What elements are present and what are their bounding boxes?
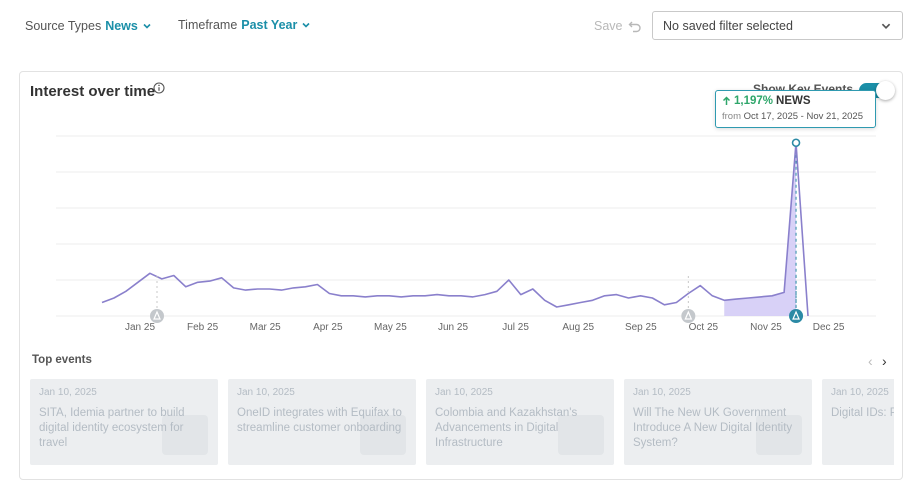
- x-tick-label: Dec 25: [813, 322, 845, 333]
- top-events-title: Top events: [32, 354, 92, 366]
- event-title: Will The New UK Government Introduce A N…: [633, 407, 793, 449]
- source-types-filter[interactable]: Source Types News: [25, 19, 152, 33]
- event-title: SITA, Idemia partner to build digital id…: [39, 407, 185, 449]
- peak-point: [791, 138, 801, 148]
- tooltip-change: 1,197%: [734, 95, 774, 107]
- series-line-news: [101, 142, 809, 317]
- event-title: Colombia and Kazakhstan's Advancements i…: [435, 407, 578, 449]
- event-title: OneID integrates with Equifax to streaml…: [237, 407, 402, 434]
- x-tick-label: Jun 25: [438, 322, 468, 333]
- timeframe-filter[interactable]: Timeframe Past Year: [178, 18, 311, 32]
- timeframe-label: Timeframe: [178, 18, 238, 32]
- source-types-value: News: [105, 19, 138, 33]
- chart-series: [101, 138, 809, 317]
- event-thumbnail: [558, 415, 604, 455]
- event-thumbnail: [360, 415, 406, 455]
- x-tick-label: May 25: [374, 322, 407, 333]
- event-date: Jan 10, 2025: [435, 387, 493, 398]
- alert-icon: [684, 310, 693, 320]
- top-events-carousel: Jan 10, 2025 SITA, Idemia partner to bui…: [30, 379, 894, 467]
- alert-icon: [153, 310, 161, 320]
- info-icon[interactable]: [153, 82, 165, 94]
- chevron-down-icon: [881, 23, 891, 29]
- x-tick-label: Nov 25: [750, 322, 782, 333]
- chevron-down-icon: [302, 22, 310, 28]
- x-tick-label: Oct 25: [689, 322, 719, 333]
- event-card[interactable]: Jan 10, 2025 OneID integrates with Equif…: [228, 379, 416, 465]
- event-card[interactable]: Jan 10, 2025 SITA, Idemia partner to bui…: [30, 379, 218, 465]
- undo-icon[interactable]: [627, 18, 643, 34]
- chart-tooltip: 1,197% NEWS from Oct 17, 2025 - Nov 21, …: [715, 90, 876, 128]
- chart-key-events: [150, 276, 804, 323]
- chart-x-ticks: Jan 25 Feb 25 Mar 25 Apr 25 May 25 Jun 25 Jul …: [125, 322, 845, 333]
- event-date: Jan 10, 2025: [39, 387, 97, 398]
- x-tick-label: Apr 25: [313, 322, 343, 333]
- arrow-up-icon: [722, 96, 731, 105]
- tooltip-range: Oct 17, 2025 - Nov 21, 2025: [743, 111, 863, 122]
- events-next-button[interactable]: ›: [882, 353, 887, 369]
- interest-over-time-card: Jan 25 Feb 25 Mar 25 Apr 25 May 25 Jun 25 Jul …: [19, 71, 903, 480]
- event-title: Digital IDs: Payments in: [831, 407, 894, 419]
- tooltip-source: NEWS: [776, 95, 811, 107]
- event-date: Jan 10, 2025: [237, 387, 295, 398]
- timeframe-value: Past Year: [241, 18, 298, 32]
- chart-gridlines: [56, 135, 876, 317]
- alert-icon: [792, 310, 800, 320]
- x-tick-label: Jan 25: [125, 322, 155, 333]
- event-card[interactable]: Jan 10, 2025 Digital IDs: Payments in: [822, 379, 894, 465]
- event-card[interactable]: Jan 10, 2025 Will The New UK Government …: [624, 379, 812, 465]
- interest-line-chart: Jan 25 Feb 25 Mar 25 Apr 25 May 25 Jun 25 Jul …: [56, 135, 876, 333]
- event-thumbnail: [162, 415, 208, 455]
- highlight-area: [724, 142, 797, 316]
- tooltip-from-label: from: [722, 111, 741, 122]
- x-tick-label: Jul 25: [502, 322, 529, 333]
- events-prev-button[interactable]: ‹: [868, 353, 873, 369]
- x-tick-label: Mar 25: [250, 322, 282, 333]
- source-types-label: Source Types: [25, 19, 102, 33]
- event-card[interactable]: Jan 10, 2025 Colombia and Kazakhstan's A…: [426, 379, 614, 465]
- saved-filter-select[interactable]: No saved filter selected: [652, 11, 903, 40]
- event-thumbnail: [756, 415, 802, 455]
- chevron-down-icon: [143, 23, 151, 29]
- chart-highlight: [724, 142, 797, 316]
- save-button[interactable]: Save: [594, 19, 623, 33]
- event-date: Jan 10, 2025: [831, 387, 889, 398]
- x-tick-label: Feb 25: [187, 322, 219, 333]
- x-tick-label: Aug 25: [562, 322, 594, 333]
- card-title: Interest over time: [30, 83, 156, 100]
- saved-filter-value: No saved filter selected: [663, 18, 793, 33]
- x-tick-label: Sep 25: [625, 322, 657, 333]
- event-date: Jan 10, 2025: [633, 387, 691, 398]
